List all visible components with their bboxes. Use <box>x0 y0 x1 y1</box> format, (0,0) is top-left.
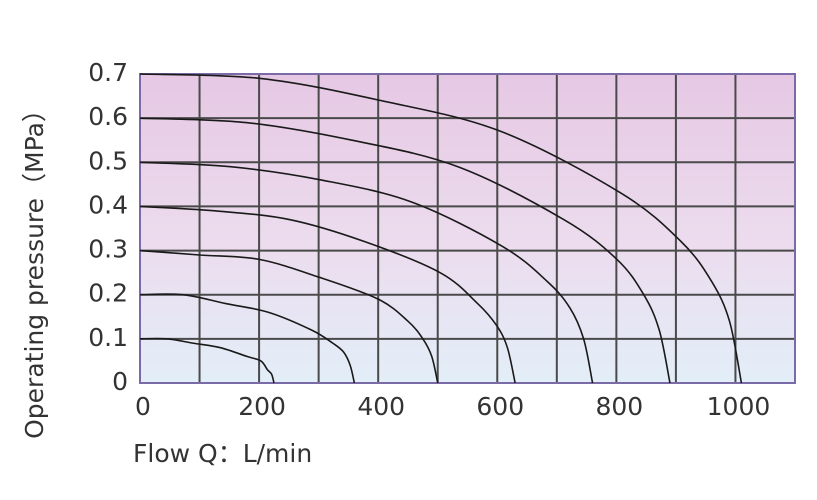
y-tick-label: 0.6 <box>88 102 128 131</box>
x-tick-label: 200 <box>238 392 286 421</box>
y-tick-label: 0.3 <box>88 235 128 264</box>
x-axis-label: Flow Q：L/min <box>133 439 312 468</box>
y-tick-label: 0.5 <box>88 146 128 175</box>
curve <box>139 249 439 384</box>
curve <box>139 293 356 384</box>
x-tick-label: 400 <box>357 392 405 421</box>
y-tick-label: 0.4 <box>88 190 128 219</box>
y-axis-label: Operating pressure（MPa） <box>20 97 49 439</box>
curve <box>139 161 594 384</box>
x-tick-label: 0 <box>135 392 151 421</box>
curve <box>139 337 275 384</box>
y-tick-label: 0.7 <box>88 58 128 87</box>
curve <box>139 205 516 384</box>
y-tick-label: 0.1 <box>88 323 128 352</box>
curve <box>139 73 743 384</box>
plot-area <box>140 74 795 383</box>
y-tick-label: 0 <box>112 367 128 396</box>
plot-border <box>139 73 796 384</box>
y-tick-label: 0.2 <box>88 279 128 308</box>
x-tick-label: 600 <box>476 392 524 421</box>
curve <box>139 117 671 384</box>
x-tick-label: 800 <box>596 392 644 421</box>
x-tick-label: 1000 <box>707 392 771 421</box>
